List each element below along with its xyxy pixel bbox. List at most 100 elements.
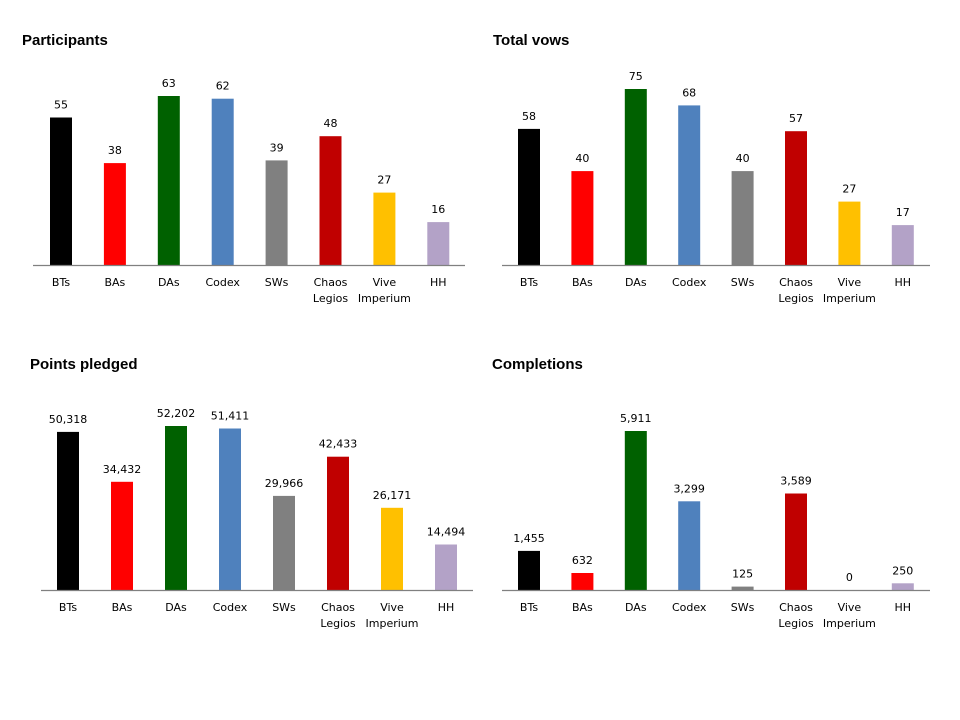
category-label-completions-3: Codex (672, 601, 707, 614)
category-label-participants-6: Vive Imperium (358, 276, 411, 305)
bar-total-vows-6 (838, 201, 861, 265)
bar-participants-2 (157, 96, 180, 265)
category-label-total-vows-5: Chaos Legios (778, 276, 813, 305)
value-label-participants-6: 27 (377, 174, 391, 187)
bar-completions-7 (891, 583, 914, 590)
value-label-participants-0: 55 (54, 99, 68, 112)
bar-participants-7 (427, 222, 450, 265)
value-label-participants-4: 39 (270, 141, 284, 154)
value-label-points-pledged-0: 50,318 (49, 413, 88, 426)
category-label-participants-2: DAs (158, 276, 180, 289)
category-label-participants-7: HH (430, 276, 447, 289)
value-label-total-vows-1: 40 (575, 152, 589, 165)
bar-completions-0 (518, 550, 540, 590)
category-label-points-pledged-4: SWs (272, 601, 296, 614)
category-label-completions-4: SWs (731, 601, 755, 614)
value-label-points-pledged-2: 52,202 (157, 407, 196, 420)
value-label-completions-6: 0 (846, 571, 853, 584)
category-label-total-vows-2: DAs (625, 276, 647, 289)
value-label-total-vows-6: 27 (842, 183, 856, 196)
category-label-total-vows-7: HH (895, 276, 912, 289)
chart-group-participants: 55 BTs 38 BAs 63 DAs 62 Codex 39 SWs 48 Chaos Legios… (33, 77, 465, 305)
chart-title-points-pledged: Points pledged (30, 356, 138, 373)
category-label-completions-0: BTs (520, 601, 538, 614)
category-label-participants-0: BTs (52, 276, 70, 289)
bar-participants-5 (319, 136, 342, 265)
value-label-participants-1: 38 (108, 144, 122, 157)
category-label-points-pledged-5: Chaos Legios (320, 601, 355, 630)
category-label-points-pledged-0: BTs (59, 601, 77, 614)
value-label-completions-0: 1,455 (513, 532, 545, 545)
bar-total-vows-3 (678, 105, 701, 266)
category-label-completions-2: DAs (625, 601, 647, 614)
value-label-total-vows-7: 17 (896, 206, 910, 219)
bar-completions-1 (571, 573, 594, 590)
value-label-points-pledged-4: 29,966 (265, 477, 304, 490)
category-label-total-vows-4: SWs (731, 276, 755, 289)
bar-completions-5 (785, 493, 807, 590)
bar-points-pledged-6 (381, 507, 403, 590)
bar-total-vows-1 (571, 171, 594, 265)
bar-total-vows-0 (518, 128, 540, 265)
bar-participants-3 (211, 98, 234, 265)
value-label-total-vows-2: 75 (629, 70, 643, 83)
category-label-participants-3: Codex (205, 276, 240, 289)
category-label-points-pledged-3: Codex (213, 601, 248, 614)
category-label-completions-1: BAs (572, 601, 593, 614)
bar-participants-4 (265, 160, 288, 265)
category-label-total-vows-1: BAs (572, 276, 593, 289)
category-label-participants-4: SWs (265, 276, 289, 289)
bar-completions-2 (624, 431, 647, 590)
value-label-participants-3: 62 (216, 80, 230, 93)
value-label-points-pledged-7: 14,494 (427, 526, 466, 539)
category-label-points-pledged-7: HH (438, 601, 455, 614)
bar-points-pledged-0 (57, 431, 79, 590)
category-label-total-vows-0: BTs (520, 276, 538, 289)
value-label-points-pledged-3: 51,411 (211, 410, 250, 423)
value-label-points-pledged-1: 34,432 (103, 463, 142, 476)
bar-total-vows-4 (731, 171, 754, 265)
category-label-points-pledged-1: BAs (112, 601, 133, 614)
category-label-participants-1: BAs (104, 276, 125, 289)
value-label-completions-2: 5,911 (620, 412, 652, 425)
bar-participants-1 (103, 163, 126, 265)
bar-points-pledged-2 (165, 426, 187, 590)
value-label-completions-7: 250 (892, 564, 913, 577)
category-label-points-pledged-2: DAs (165, 601, 187, 614)
category-label-completions-7: HH (895, 601, 912, 614)
bar-points-pledged-3 (219, 428, 241, 590)
chart-title-participants: Participants (22, 32, 108, 49)
bar-points-pledged-5 (327, 456, 349, 590)
value-label-total-vows-4: 40 (736, 152, 750, 165)
bar-points-pledged-1 (111, 481, 133, 590)
value-label-participants-7: 16 (431, 203, 445, 216)
bar-participants-6 (373, 192, 396, 265)
bar-participants-0 (50, 117, 72, 265)
chart-group-completions: 1,455 BTs 632 BAs 5,911 DAs 3,299 Codex 125 SWs 3,… (502, 412, 930, 630)
value-label-total-vows-5: 57 (789, 112, 803, 125)
value-label-participants-5: 48 (324, 117, 338, 130)
value-label-completions-3: 3,299 (673, 482, 705, 495)
bar-points-pledged-7 (435, 544, 457, 590)
chart-group-points-pledged: 50,318 BTs 34,432 BAs 52,202 DAs 51,411 Codex 29… (41, 407, 473, 630)
value-label-completions-4: 125 (732, 568, 753, 581)
bar-total-vows-2 (624, 89, 647, 265)
bar-points-pledged-4 (273, 495, 295, 590)
bar-total-vows-7 (891, 225, 914, 265)
category-label-total-vows-6: Vive Imperium (823, 276, 876, 305)
value-label-participants-2: 63 (162, 77, 176, 90)
bar-completions-3 (678, 501, 701, 590)
value-label-completions-5: 3,589 (780, 475, 812, 488)
value-label-points-pledged-5: 42,433 (319, 438, 358, 451)
category-label-completions-5: Chaos Legios (778, 601, 813, 630)
chart-title-total-vows: Total vows (493, 32, 570, 49)
chart-group-total-vows: 58 BTs 40 BAs 75 DAs 68 Codex 40 SWs 57 Chaos Legios… (502, 70, 930, 305)
chart-title-completions: Completions (492, 356, 583, 373)
bar-completions-4 (731, 586, 754, 590)
value-label-total-vows-3: 68 (682, 86, 696, 99)
value-label-points-pledged-6: 26,171 (373, 489, 412, 502)
value-label-total-vows-0: 58 (522, 110, 536, 123)
category-label-participants-5: Chaos Legios (313, 276, 348, 305)
value-label-completions-1: 632 (572, 554, 593, 567)
